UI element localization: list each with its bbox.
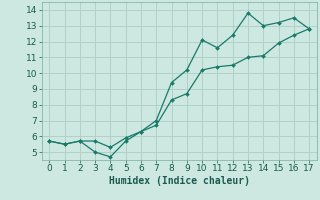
X-axis label: Humidex (Indice chaleur): Humidex (Indice chaleur): [109, 176, 250, 186]
